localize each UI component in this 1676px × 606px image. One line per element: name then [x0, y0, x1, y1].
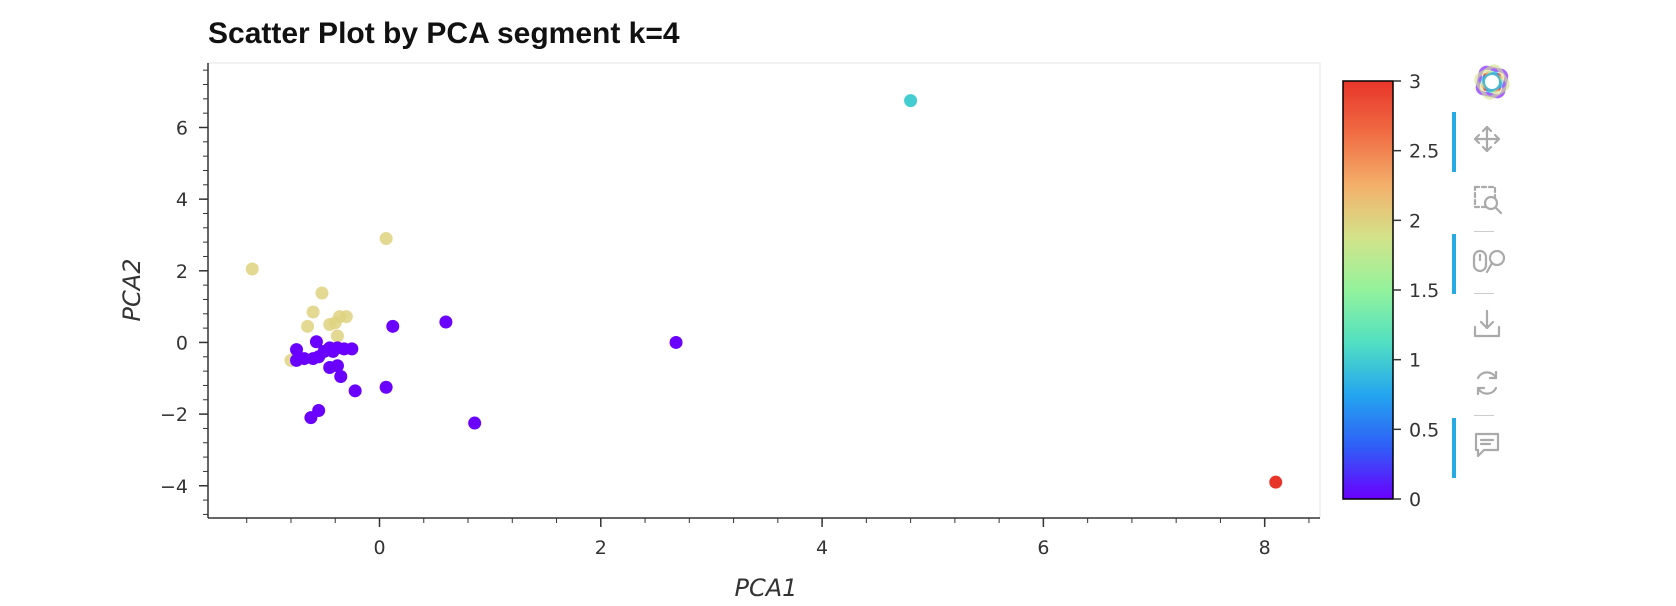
x-tick-label: 0	[373, 537, 385, 559]
wheel-zoom-tool-button[interactable]	[1452, 234, 1516, 294]
data-point	[379, 380, 393, 394]
hover-icon	[1474, 432, 1500, 458]
toolbar-separator	[1474, 231, 1494, 232]
y-tick-label: 2	[176, 261, 188, 283]
data-point	[330, 329, 344, 343]
data-point	[669, 335, 683, 349]
data-point	[386, 319, 400, 333]
colorbar-gradient	[1342, 80, 1394, 500]
y-tick-label: −2	[160, 404, 188, 426]
y-tick-label: 0	[176, 332, 188, 354]
data-point	[379, 232, 393, 246]
data-point	[309, 335, 323, 349]
y-tick-label: 4	[176, 189, 188, 211]
toolbar-separator	[1474, 293, 1494, 294]
chart-title: Scatter Plot by PCA segment k=4	[208, 17, 680, 50]
pan-icon	[1473, 125, 1501, 153]
colorbar-tick-label: 2.5	[1409, 141, 1439, 163]
data-point	[330, 359, 344, 373]
data-point	[304, 411, 318, 425]
reset-icon	[1476, 370, 1498, 396]
x-tick-label: 2	[595, 537, 607, 559]
data-point	[245, 262, 259, 276]
data-point	[348, 384, 362, 398]
wheel-zoom-icon	[1472, 249, 1506, 274]
x-tick-label: 6	[1037, 537, 1049, 559]
data-point	[1269, 475, 1283, 489]
x-axis: 0 2 4 6 8	[208, 517, 1320, 559]
data-point	[334, 369, 348, 383]
data-point	[345, 342, 359, 356]
y-axis: −4 −2 0 2 4 6	[160, 63, 209, 518]
x-tick-label: 4	[816, 537, 828, 559]
colorbar: 0 0.5 1 1.5 2 2.5 3	[1342, 71, 1439, 511]
hover-tool-button[interactable]	[1452, 418, 1516, 478]
y-tick-label: 6	[176, 117, 188, 139]
save-tool-button[interactable]	[1452, 296, 1516, 352]
wheel-zoom-active-indicator	[1452, 234, 1456, 294]
data-points	[245, 94, 1283, 489]
colorbar-tick-label: 3	[1409, 71, 1421, 93]
colorbar-tick-label: 1	[1409, 350, 1421, 372]
pan-tool-button[interactable]	[1452, 112, 1516, 172]
data-point	[301, 319, 315, 333]
colorbar-tick-label: 2	[1409, 210, 1421, 232]
x-tick-label: 8	[1259, 537, 1271, 559]
pan-active-indicator	[1452, 112, 1456, 172]
reset-tool-button[interactable]	[1452, 356, 1516, 412]
bokeh-logo-icon	[1474, 64, 1510, 100]
hover-active-indicator	[1452, 418, 1456, 478]
colorbar-tick-label: 0	[1409, 489, 1421, 511]
data-point	[468, 416, 482, 430]
toolbar-separator	[1474, 415, 1494, 416]
colorbar-tick-label: 1.5	[1409, 280, 1439, 302]
data-point	[315, 286, 329, 300]
box-zoom-tool-button[interactable]	[1452, 172, 1516, 228]
save-icon	[1473, 309, 1501, 338]
box-zoom-icon	[1473, 185, 1503, 215]
y-tick-label: −4	[160, 476, 188, 498]
bokeh-logo[interactable]	[1452, 56, 1516, 112]
plot-frame[interactable]	[207, 62, 1321, 519]
y-axis-label: PCA2	[118, 259, 146, 322]
data-point	[306, 305, 320, 319]
colorbar-tick-label: 0.5	[1409, 419, 1439, 441]
data-point	[904, 94, 918, 108]
x-axis-label: PCA1	[735, 574, 798, 602]
data-point	[439, 315, 453, 329]
data-point	[290, 343, 304, 357]
data-point	[328, 316, 342, 330]
